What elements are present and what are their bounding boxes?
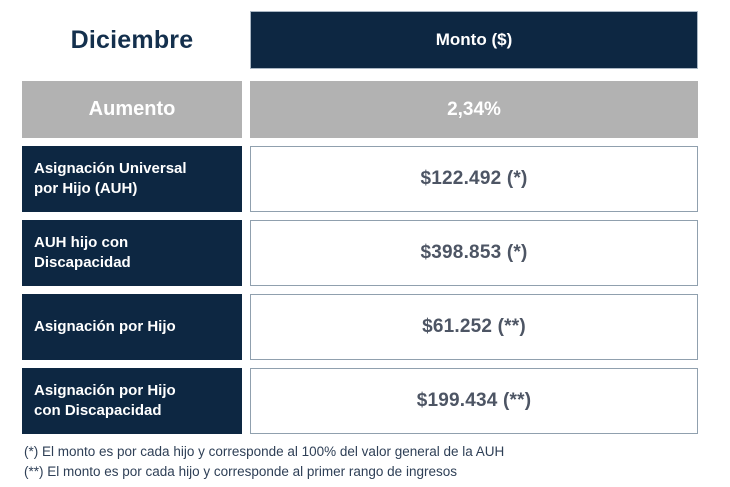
footnotes: (*) El monto es por cada hijo y correspo… (24, 442, 698, 482)
footnote-double-asterisk: (**) El monto es por cada hijo y corresp… (24, 464, 457, 479)
amount-header-cell: Monto ($) (250, 11, 698, 69)
benefit-amount-cell: $199.434 (**) (250, 368, 698, 434)
benefit-amount: $122.492 (*) (420, 168, 528, 189)
benefit-amount-cell: $61.252 (**) (250, 294, 698, 360)
benefit-amount-cell: $398.853 (*) (250, 220, 698, 286)
increase-value: 2,34% (447, 98, 501, 120)
benefit-amount-cell: $122.492 (*) (250, 146, 698, 212)
benefit-label-cell: AUH hijo con Discapacidad (22, 220, 242, 286)
benefit-amount: $61.252 (**) (422, 316, 526, 337)
table-row: AUH hijo con Discapacidad $398.853 (*) (22, 220, 698, 286)
increase-row: Aumento 2,34% (22, 81, 698, 138)
benefit-label-cell: Asignación por Hijo con Discapacidad (22, 368, 242, 434)
table-row: Asignación Universal por Hijo (AUH) $122… (22, 146, 698, 212)
benefit-amount: $199.434 (**) (416, 390, 532, 411)
benefit-label: AUH hijo con Discapacidad (34, 234, 131, 271)
benefit-label: Asignación por Hijo (34, 318, 176, 335)
amount-header-label: Monto ($) (435, 30, 513, 49)
benefit-label: Asignación Universal por Hijo (AUH) (34, 160, 187, 197)
table-header-row: Diciembre Monto ($) (22, 11, 698, 69)
benefit-amount: $398.853 (*) (420, 242, 528, 263)
month-title: Diciembre (70, 25, 194, 54)
benefit-label: Asignación por Hijo con Discapacidad (34, 382, 176, 419)
table-row: Asignación por Hijo con Discapacidad $19… (22, 368, 698, 434)
increase-label: Aumento (88, 98, 176, 120)
month-header-cell: Diciembre (22, 11, 242, 69)
increase-label-cell: Aumento (22, 81, 242, 138)
benefit-label-cell: Asignación por Hijo (22, 294, 242, 360)
increase-value-cell: 2,34% (250, 81, 698, 138)
footnote-single-asterisk: (*) El monto es por cada hijo y correspo… (24, 444, 505, 459)
table-row: Asignación por Hijo $61.252 (**) (22, 294, 698, 360)
benefits-table: Diciembre Monto ($) Aumento 2,34% Asigna… (22, 11, 698, 482)
benefit-label-cell: Asignación Universal por Hijo (AUH) (22, 146, 242, 212)
